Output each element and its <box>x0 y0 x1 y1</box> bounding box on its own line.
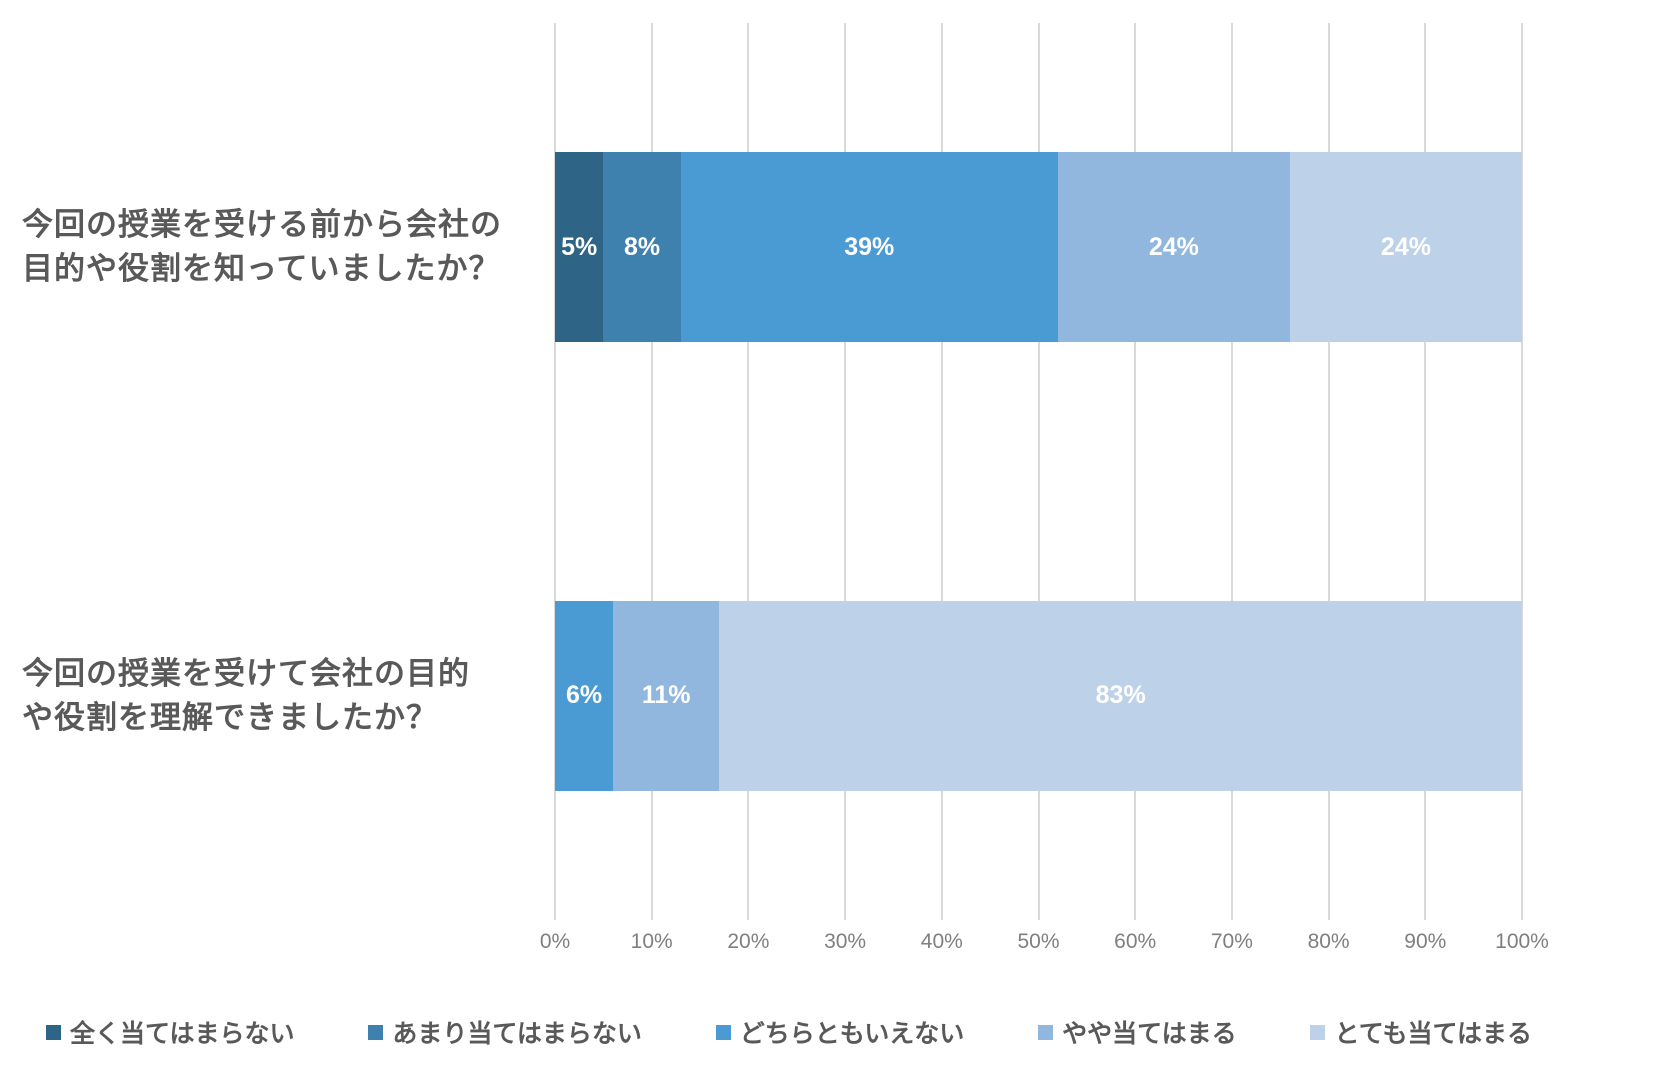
data-label: 83% <box>1095 681 1146 710</box>
x-axis-tick-label: 60% <box>1114 930 1157 953</box>
x-axis-tick-label: 80% <box>1307 930 1350 953</box>
category-label-line: や役割を理解できましたか？ <box>22 699 438 735</box>
legend-swatch <box>1310 1024 1326 1040</box>
x-axis-tick-label: 10% <box>630 930 673 953</box>
legend: 全く当てはまらない あまり当てはまらない どちらともいえない やや当てはまる とても当て… <box>0 1008 1668 1056</box>
x-axis-tick-label: 20% <box>727 930 770 953</box>
legend-swatch <box>368 1024 384 1040</box>
legend-swatch <box>1038 1024 1054 1040</box>
legend-item: やや当てはまる <box>1038 1014 1237 1050</box>
data-label: 8% <box>623 232 661 261</box>
bar-segment: 5% <box>555 152 604 343</box>
category-label-line: 今回の授業を受ける前から会社の <box>22 207 502 243</box>
x-axis-tick-label: 50% <box>1017 930 1060 953</box>
data-label: 39% <box>844 232 895 261</box>
gridline <box>1134 23 1137 920</box>
legend-item: とても当てはまる <box>1310 1014 1532 1050</box>
bar-segment: 39% <box>680 152 1058 343</box>
gridline <box>844 23 847 920</box>
category-label-line: 目的や役割を知っていましたか？ <box>22 251 501 287</box>
gridline <box>1521 23 1523 920</box>
legend-item: 全く当てはまらない <box>46 1014 295 1050</box>
x-axis-tick-label: 40% <box>920 930 963 953</box>
x-axis-tick-label: 70% <box>1210 930 1253 953</box>
bar-segment: 24% <box>1289 152 1522 343</box>
stacked-bar: 5% 8% 39% 24% 24% <box>555 152 1522 343</box>
data-label: 24% <box>1148 232 1199 261</box>
x-axis-tick-label: 90% <box>1404 930 1447 953</box>
category-label: 今回の授業を受ける前から会社の 目的や役割を知っていましたか？ <box>22 152 538 342</box>
bar-segment: 24% <box>1057 152 1290 343</box>
gridline <box>1327 23 1330 920</box>
legend-label: とても当てはまる <box>1334 1020 1532 1048</box>
category-label: 今回の授業を受けて会社の目的 や役割を理解できましたか？ <box>22 601 538 791</box>
bar-segment: 8% <box>603 152 681 343</box>
gridline <box>1424 23 1427 920</box>
gridline <box>650 23 653 920</box>
legend-swatch <box>46 1024 61 1040</box>
category-label-line: 今回の授業を受けて会社の目的 <box>22 655 470 691</box>
gridline <box>940 23 943 920</box>
legend-item: あまり当てはまらない <box>368 1014 642 1050</box>
legend-item: どちらともいえない <box>715 1014 965 1050</box>
x-axis-tick-label: 30% <box>824 930 867 953</box>
bar-segment: 83% <box>719 600 1522 791</box>
stacked-bar: 6% 11% 83% <box>555 600 1522 791</box>
gridline <box>1037 23 1040 920</box>
data-label: 6% <box>565 681 603 710</box>
bar-segment: 11% <box>613 600 720 791</box>
legend-label: あまり当てはまらない <box>392 1020 642 1048</box>
legend-label: どちらともいえない <box>739 1020 965 1048</box>
gridline <box>554 23 556 920</box>
legend-label: 全く当てはまらない <box>70 1020 295 1048</box>
legend-swatch <box>715 1024 731 1040</box>
bar-segment: 6% <box>555 600 614 791</box>
legend-label: やや当てはまる <box>1062 1020 1237 1048</box>
gridline <box>1230 23 1233 920</box>
data-label: 5% <box>561 232 598 261</box>
data-label: 24% <box>1380 232 1431 261</box>
x-axis-tick-label: 0% <box>539 930 571 953</box>
x-axis-tick-label: 100% <box>1495 930 1549 953</box>
gridline <box>747 23 750 920</box>
data-label: 11% <box>641 681 691 710</box>
